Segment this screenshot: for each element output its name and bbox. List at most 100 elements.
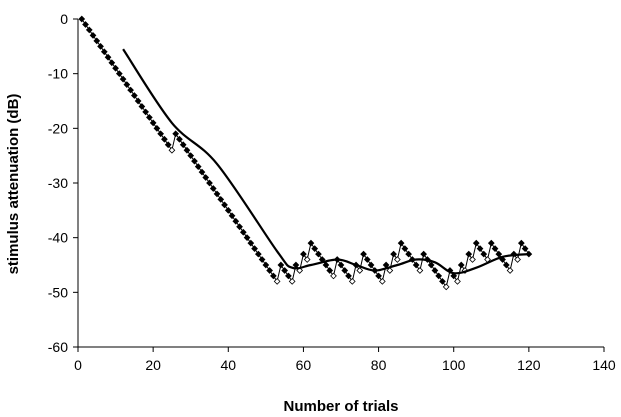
staircase-trial-marker	[247, 239, 255, 247]
staircase-trial-marker	[427, 261, 435, 269]
staircase-trial-marker	[194, 163, 202, 170]
staircase-trial-marker	[262, 261, 270, 269]
y-tick-label: -40	[48, 230, 68, 246]
staircase-trial-marker	[472, 239, 480, 247]
staircase-trial-marker	[108, 59, 116, 67]
staircase-trial-marker	[172, 130, 180, 138]
staircase-trial-marker	[378, 278, 386, 285]
staircase-trial-marker	[506, 267, 514, 274]
staircase-trial-marker	[277, 261, 285, 269]
staircase-trial-marker	[330, 272, 337, 280]
staircase-trial-marker	[487, 239, 495, 247]
y-tick-label: -10	[48, 66, 68, 82]
staircase-trial-marker	[251, 245, 258, 252]
staircase-trial-marker	[239, 228, 247, 236]
staircase-trial-marker	[243, 234, 251, 242]
staircase-trial-marker	[176, 135, 183, 143]
staircase-trial-marker	[397, 239, 405, 247]
staircase-trial-marker	[100, 48, 108, 56]
staircase-trial-marker	[348, 278, 356, 285]
staircase-trial-marker	[393, 256, 401, 263]
staircase-trial-marker	[439, 278, 446, 285]
staircase-trial-marker	[123, 81, 131, 88]
staircase-trial-marker	[322, 261, 330, 269]
staircase-trial-marker	[296, 267, 304, 274]
staircase-trial-marker	[514, 256, 521, 263]
staircase-trial-marker	[390, 250, 397, 258]
staircase-trial-marker	[206, 179, 213, 187]
staircase-trial-marker	[254, 250, 262, 258]
staircase-trial-marker	[480, 250, 488, 258]
staircase-trial-marker	[221, 201, 228, 209]
staircase-trial-marker	[258, 256, 266, 263]
staircase-trial-marker	[356, 267, 364, 274]
y-tick-label: -30	[48, 175, 68, 191]
staircase-trial-marker	[217, 196, 225, 203]
x-tick-label: 60	[296, 357, 312, 373]
staircase-trial-marker	[104, 53, 112, 61]
staircase-trial-marker	[521, 245, 529, 252]
staircase-trial-marker	[224, 206, 232, 214]
y-axis-title: stimulus attenuation (dB)	[5, 94, 22, 275]
x-tick-label: 40	[220, 357, 236, 373]
y-tick-label: 0	[60, 11, 68, 27]
staircase-trial-marker	[450, 272, 458, 280]
staircase-trial-marker	[89, 32, 97, 39]
staircase-trial-marker	[127, 86, 134, 94]
staircase-trial-marker	[326, 267, 334, 274]
staircase-trial-marker	[209, 185, 217, 192]
staircase-trial-marker	[292, 261, 300, 269]
staircase-trial-marker	[469, 256, 476, 263]
staircase-trial-marker	[157, 130, 165, 138]
staircase-trial-marker	[138, 103, 146, 110]
staircase-trial-marker	[232, 217, 240, 225]
staircase-trial-marker	[491, 245, 499, 252]
staircase-trial-marker	[142, 108, 149, 116]
staircase-trial-marker	[168, 146, 176, 154]
staircase-trial-marker	[97, 42, 104, 50]
staircase-trial-marker	[405, 250, 412, 258]
staircase-trial-marker	[442, 283, 450, 291]
series-layer	[78, 15, 533, 291]
staircase-trial-marker	[266, 267, 273, 274]
y-tick-label: -50	[48, 284, 68, 300]
staircase-trial-marker	[130, 92, 138, 99]
staircase-trial-marker	[300, 250, 307, 258]
axes: 0 -10 -20 -30 -40 -50 -60 0 20 40 60 80 100 120 140	[48, 11, 616, 373]
staircase-trial-marker	[360, 250, 367, 258]
staircase-trial-marker	[502, 261, 510, 269]
staircase-trial-marker	[307, 239, 315, 247]
staircase-trial-marker	[183, 146, 191, 154]
staircase-trial-marker	[311, 245, 319, 252]
staircase-trial-marker	[363, 256, 371, 263]
x-tick-label: 0	[74, 357, 82, 373]
x-tick-label: 140	[592, 357, 616, 373]
y-tick-label: -60	[48, 339, 68, 355]
staircase-trial-marker	[454, 278, 461, 285]
x-tick-label: 100	[442, 357, 466, 373]
staircase-trial-marker	[288, 278, 296, 285]
running-estimate-line	[122, 48, 529, 275]
staircase-trial-marker	[149, 119, 157, 127]
staircase-trial-marker	[303, 256, 311, 263]
staircase-trial-marker	[367, 261, 375, 269]
x-tick-label: 120	[517, 357, 541, 373]
staircase-trial-marker	[273, 278, 281, 285]
staircase-trial-marker	[337, 261, 345, 269]
staircase-trial-marker	[386, 267, 394, 274]
staircase-trial-marker	[134, 97, 142, 105]
staircase-trial-marker	[270, 272, 277, 280]
staircase-trial-marker	[161, 135, 168, 143]
staircase-trial-marker	[476, 245, 484, 252]
staircase-trial-marker	[119, 75, 127, 83]
staircase-trial-marker	[412, 261, 420, 269]
staircase-trial-marker	[375, 272, 382, 280]
staircase-trial-marker	[236, 223, 243, 231]
staircase-trial-marker	[93, 37, 101, 45]
staircase-trial-marker	[146, 114, 153, 121]
staircase-trial-marker	[457, 261, 465, 269]
x-tick-label: 80	[371, 357, 387, 373]
staircase-trial-marker	[435, 272, 443, 280]
staircase-trial-marker	[341, 267, 349, 274]
